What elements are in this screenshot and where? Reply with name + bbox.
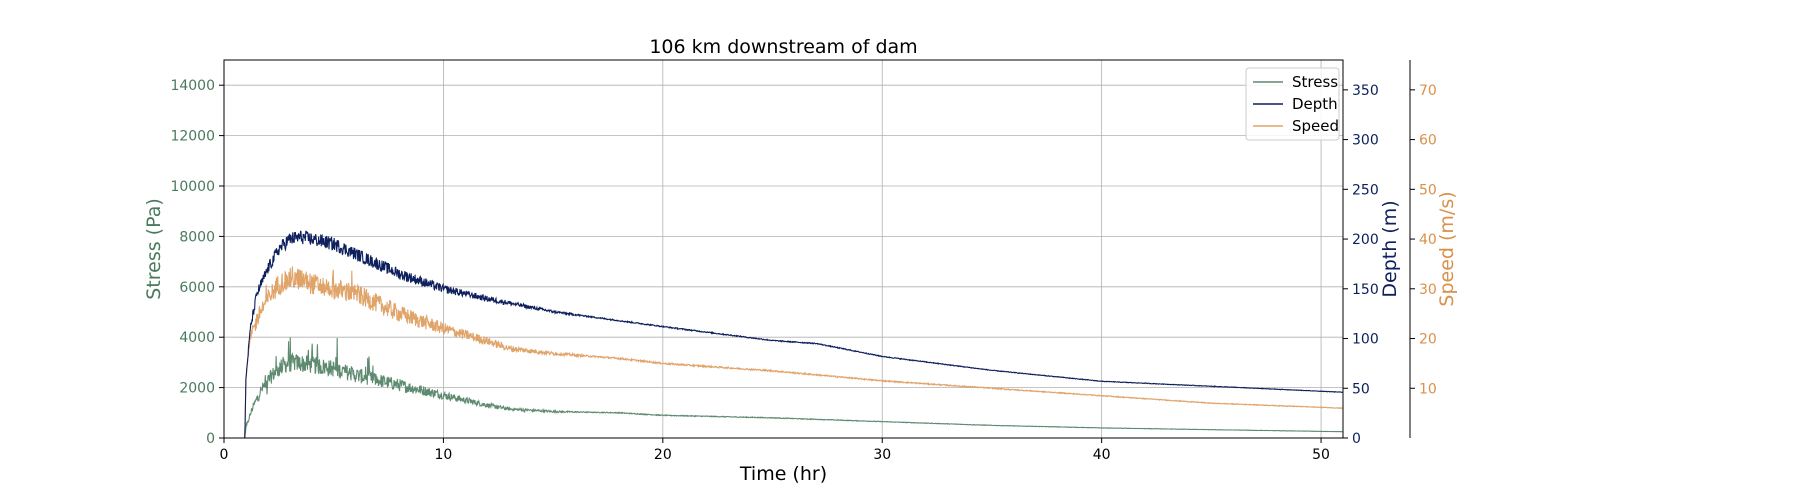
axes-layer: 0 10 20 30 40 5002000400060008000100001200014… xyxy=(170,60,1437,463)
stress-axis-label: Stress (Pa) xyxy=(143,198,165,300)
stress-tick-label: 0 xyxy=(206,431,215,447)
x-tick-label: 10 xyxy=(434,447,452,463)
speed-tick-label: 40 xyxy=(1419,232,1437,248)
speed-axis-label: Speed (m/s) xyxy=(1436,191,1458,306)
speed-tick-label: 60 xyxy=(1419,133,1437,149)
series-line-speed xyxy=(224,266,1344,439)
depth-tick-label: 150 xyxy=(1352,282,1379,298)
speed-tick-label: 10 xyxy=(1419,381,1437,397)
speed-tick-label: 70 xyxy=(1419,83,1437,99)
stress-tick-label: 2000 xyxy=(179,381,215,397)
series-layer xyxy=(224,230,1344,439)
legend-label-speed: Speed xyxy=(1292,117,1339,135)
speed-tick-label: 30 xyxy=(1419,282,1437,298)
legend-label-stress: Stress xyxy=(1292,73,1338,91)
depth-tick-label: 350 xyxy=(1352,83,1379,99)
speed-tick-label: 50 xyxy=(1419,182,1437,198)
x-axis-label: Time (hr) xyxy=(739,463,827,485)
legend: Stress Depth Speed xyxy=(1245,67,1340,141)
x-tick-label: 30 xyxy=(873,447,891,463)
series-line-stress xyxy=(224,337,1344,439)
speed-tick-label: 20 xyxy=(1419,332,1437,348)
plot-frame xyxy=(223,59,1344,439)
stress-tick-label: 4000 xyxy=(179,330,215,346)
x-tick-label: 20 xyxy=(654,447,672,463)
depth-tick-label: 200 xyxy=(1352,232,1379,248)
depth-axis-label: Depth (m) xyxy=(1379,200,1401,297)
stress-tick-label: 12000 xyxy=(170,129,215,145)
depth-tick-label: 250 xyxy=(1352,182,1379,198)
stress-tick-label: 8000 xyxy=(179,229,215,245)
x-tick-label: 0 xyxy=(220,447,229,463)
legend-box xyxy=(1245,67,1340,141)
stress-tick-label: 10000 xyxy=(170,179,215,195)
chart-title: 106 km downstream of dam xyxy=(649,36,917,58)
stress-tick-label: 14000 xyxy=(170,78,215,94)
legend-label-depth: Depth xyxy=(1292,95,1338,113)
x-tick-label: 50 xyxy=(1312,447,1330,463)
series-line-depth xyxy=(224,230,1344,439)
depth-tick-label: 0 xyxy=(1352,431,1361,447)
depth-tick-label: 50 xyxy=(1352,381,1370,397)
depth-tick-label: 100 xyxy=(1352,332,1379,348)
stress-tick-label: 6000 xyxy=(179,280,215,296)
x-tick-label: 40 xyxy=(1093,447,1111,463)
depth-tick-label: 300 xyxy=(1352,133,1379,149)
